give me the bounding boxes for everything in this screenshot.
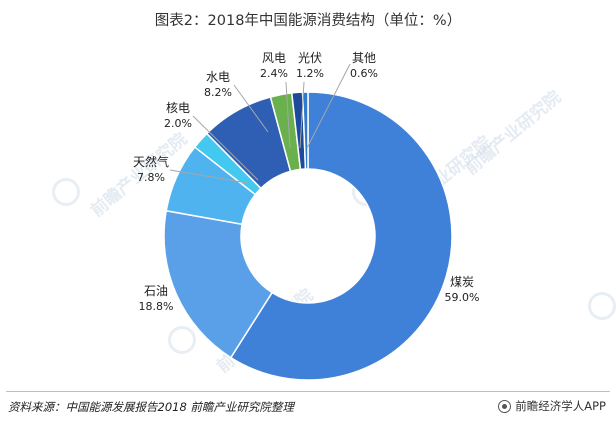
source-text: 资料来源：中国能源发展报告2018 前瞻产业研究院整理 <box>8 400 294 414</box>
slice-label-name-1: 石油 <box>144 284 168 298</box>
slice-label-name-2: 天然气 <box>133 154 169 169</box>
leader-line-6 <box>299 81 305 149</box>
leader-line-2 <box>169 169 249 184</box>
slice-label-name-4: 水电 <box>206 70 230 84</box>
leader-line-4 <box>233 84 269 133</box>
brand-logo-icon <box>498 399 512 413</box>
slice-label-name-3: 核电 <box>166 101 190 115</box>
slice-label-value-7: 0.6% <box>350 67 378 80</box>
slice-label-value-6: 1.2% <box>296 67 324 80</box>
watermark-logo-bottom-left <box>168 326 196 354</box>
leader-line-5 <box>285 81 291 149</box>
brand-label: 前瞻经济学人APP <box>515 399 606 413</box>
footer-divider <box>6 391 610 392</box>
slice-label-value-2: 7.8% <box>137 171 165 184</box>
watermark-logo-right <box>588 292 616 320</box>
slice-label-value-3: 2.0% <box>164 117 192 130</box>
slice-label-name-6: 光伏 <box>298 51 322 65</box>
slice-0 <box>229 91 453 381</box>
slice-label-name-0: 煤炭 <box>450 275 474 289</box>
slice-label-name-5: 风电 <box>262 51 286 65</box>
slice-label-name-7: 其他 <box>352 51 376 65</box>
slice-labels: 煤炭 59.0% 石油 18.8% 天然气 7.8% 核电 2.0% 水电 8.2% 风电 2.4% 光… <box>133 51 479 313</box>
watermark-logo-left <box>52 178 80 206</box>
slice-1 <box>163 209 274 359</box>
slice-label-value-4: 8.2% <box>204 86 232 99</box>
slice-label-value-1: 18.8% <box>139 300 174 313</box>
slice-7 <box>301 91 309 170</box>
brand: 前瞻经济学人APP <box>498 398 606 414</box>
leader-lines <box>169 63 351 184</box>
leader-line-7 <box>306 63 351 149</box>
donut-slices <box>163 91 453 381</box>
leader-line-3 <box>192 115 259 181</box>
slice-label-value-5: 2.4% <box>260 67 288 80</box>
slice-label-value-0: 59.0% <box>445 291 480 304</box>
chart-title: 图表2：2018年中国能源消费结构（单位：%） <box>154 13 462 29</box>
